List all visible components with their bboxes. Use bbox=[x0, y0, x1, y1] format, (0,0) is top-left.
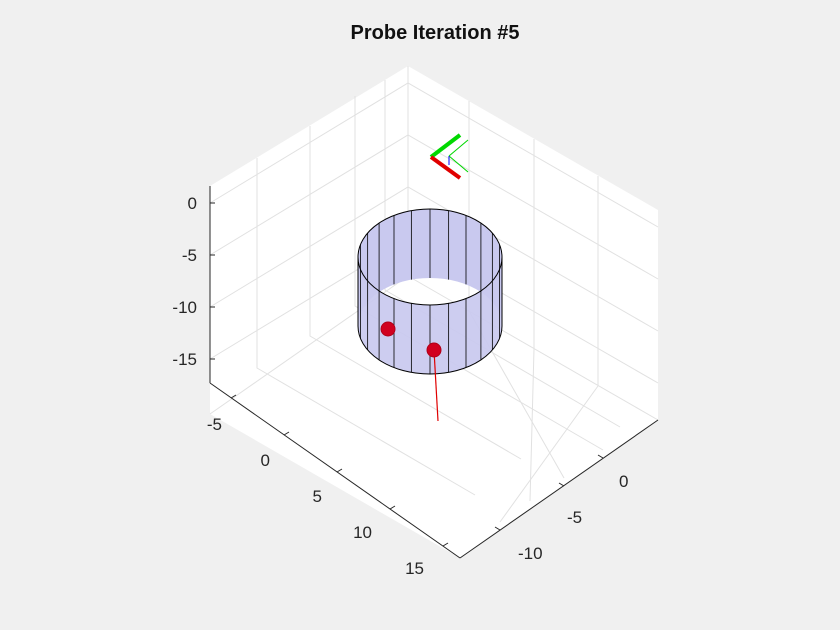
x-tick bbox=[442, 542, 449, 547]
x-axis-line bbox=[209, 382, 461, 559]
y-gridline bbox=[309, 126, 522, 460]
z-tick-label: -5 bbox=[182, 246, 197, 265]
x-tick-label: -5 bbox=[207, 415, 222, 434]
y-gridline bbox=[384, 80, 621, 428]
back-corner-line bbox=[407, 275, 659, 421]
x-tick-label: 0 bbox=[261, 451, 270, 470]
frame-x-axis-thin bbox=[448, 155, 469, 173]
z-tick-label: 0 bbox=[188, 194, 197, 213]
x-tick bbox=[283, 431, 290, 436]
probe-point bbox=[426, 342, 442, 358]
axes-3d[interactable]: 0 -5 -10 -15 -5 0 5 10 15 -10 -5 0 bbox=[172, 66, 659, 578]
x-tick-label: 10 bbox=[353, 523, 372, 542]
y-tick-label: -10 bbox=[518, 544, 543, 563]
probe-line bbox=[433, 349, 439, 422]
frame-y-axis-thin bbox=[448, 139, 469, 157]
z-tick-label: -10 bbox=[172, 298, 197, 317]
x-tick-label: 5 bbox=[313, 487, 322, 506]
chart-title: Probe Iteration #5 bbox=[351, 22, 520, 44]
frame-y-axis bbox=[429, 133, 462, 159]
y-gridline bbox=[256, 158, 476, 496]
axis-ticks bbox=[210, 202, 604, 547]
x-tick bbox=[389, 505, 396, 510]
probe-point bbox=[380, 321, 396, 337]
y-tick-label: 0 bbox=[619, 472, 628, 491]
z-tick-label: -15 bbox=[172, 350, 197, 369]
y-tick bbox=[494, 526, 501, 531]
plot-content bbox=[357, 133, 503, 422]
tick-labels: 0 -5 -10 -15 -5 0 5 10 15 -10 -5 0 bbox=[172, 194, 628, 578]
cylinder-bottom-rim bbox=[357, 325, 503, 375]
axis-lines bbox=[209, 186, 659, 559]
y-tick-label: -5 bbox=[567, 508, 582, 527]
frame-x-axis bbox=[429, 155, 462, 180]
x-tick bbox=[336, 468, 343, 473]
x-tick-label: 15 bbox=[405, 559, 424, 578]
y-tick bbox=[558, 482, 565, 487]
y-axis-line bbox=[459, 419, 659, 559]
y-tick bbox=[597, 454, 604, 459]
x-tick bbox=[230, 394, 237, 399]
